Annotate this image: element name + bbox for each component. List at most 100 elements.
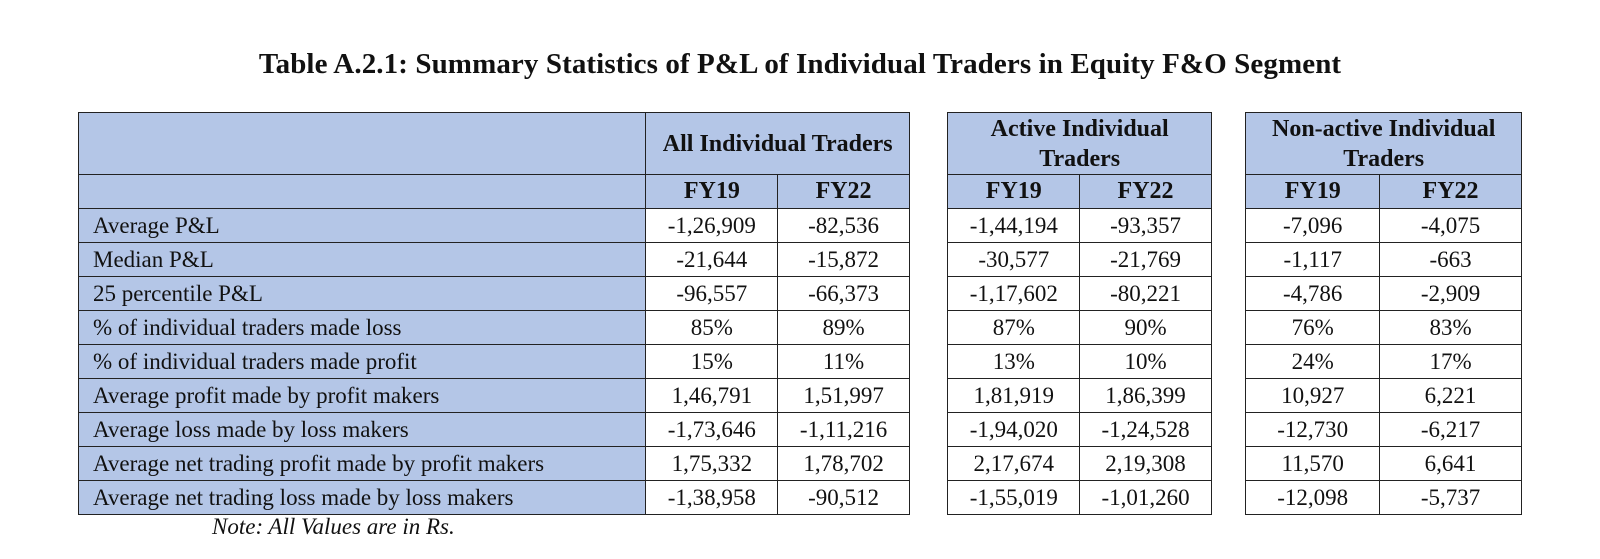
value-cell: 10,927	[1245, 378, 1381, 413]
value-cell: -4,786	[1245, 276, 1381, 311]
value-cell: 1,46,791	[645, 378, 779, 413]
column-gap	[908, 276, 949, 311]
value-cell: 1,78,702	[777, 446, 910, 481]
column-gap	[1210, 378, 1247, 413]
value-cell: 2,17,674	[947, 446, 1081, 481]
value-cell: 89%	[777, 310, 910, 345]
table-row: Average profit made by profit makers 1,46…	[77, 378, 1522, 413]
column-gap	[1210, 344, 1247, 379]
value-cell: -96,557	[645, 276, 779, 311]
year-header: FY22	[1379, 174, 1522, 209]
value-cell: 11%	[777, 344, 910, 379]
column-gap	[908, 446, 949, 481]
value-cell: -15,872	[777, 242, 910, 277]
value-cell: 15%	[645, 344, 779, 379]
value-cell: -663	[1379, 242, 1522, 277]
year-header: FY19	[1245, 174, 1381, 209]
value-cell: -90,512	[777, 480, 910, 515]
column-gap	[1210, 276, 1247, 311]
value-cell: -21,769	[1079, 242, 1212, 277]
column-gap	[1210, 112, 1247, 175]
value-cell: -2,909	[1379, 276, 1522, 311]
value-cell: 76%	[1245, 310, 1381, 345]
year-header-row: FY19 FY22 FY19 FY22 FY19 FY22	[77, 174, 1522, 209]
row-label: Average net trading loss made by loss ma…	[77, 480, 647, 515]
value-cell: -80,221	[1079, 276, 1212, 311]
table-row: % of individual traders made loss 85% 89% 8…	[77, 310, 1522, 345]
value-cell: -1,24,528	[1079, 412, 1212, 447]
year-header: FY22	[777, 174, 910, 209]
group-header-non-active: Non-active Individual Traders	[1245, 112, 1522, 175]
table-row: % of individual traders made profit 15% 11…	[77, 344, 1522, 379]
corner-cell	[77, 112, 647, 175]
row-label: Median P&L	[77, 242, 647, 277]
group-header-all: All Individual Traders	[645, 112, 910, 175]
value-cell: 90%	[1079, 310, 1212, 345]
value-cell: 13%	[947, 344, 1081, 379]
value-cell: 6,641	[1379, 446, 1522, 481]
value-cell: 87%	[947, 310, 1081, 345]
year-header: FY19	[947, 174, 1081, 209]
year-header: FY22	[1079, 174, 1212, 209]
value-cell: -4,075	[1379, 208, 1522, 243]
value-cell: -12,098	[1245, 480, 1381, 515]
table-row: Median P&L -21,644 -15,872 -30,577 -21,769 -1…	[77, 242, 1522, 277]
value-cell: 2,19,308	[1079, 446, 1212, 481]
column-gap	[1210, 480, 1247, 515]
value-cell: -1,17,602	[947, 276, 1081, 311]
value-cell: 1,81,919	[947, 378, 1081, 413]
row-label: Average loss made by loss makers	[77, 412, 647, 447]
value-cell: -1,44,194	[947, 208, 1081, 243]
column-gap	[908, 112, 949, 175]
value-cell: -1,55,019	[947, 480, 1081, 515]
group-header-active: Active Individual Traders	[947, 112, 1212, 175]
value-cell: 17%	[1379, 344, 1522, 379]
column-gap	[908, 310, 949, 345]
column-gap	[1210, 446, 1247, 481]
value-cell: -93,357	[1079, 208, 1212, 243]
row-label: Average P&L	[77, 208, 647, 243]
value-cell: -1,73,646	[645, 412, 779, 447]
value-cell: -1,26,909	[645, 208, 779, 243]
value-cell: -1,94,020	[947, 412, 1081, 447]
value-cell: -12,730	[1245, 412, 1381, 447]
value-cell: -1,117	[1245, 242, 1381, 277]
column-gap	[908, 412, 949, 447]
value-cell: -82,536	[777, 208, 910, 243]
column-gap	[1210, 412, 1247, 447]
row-label: 25 percentile P&L	[77, 276, 647, 311]
column-gap	[908, 174, 949, 209]
summary-statistics-table: All Individual Traders Active Individual…	[77, 112, 1522, 515]
table-title: Table A.2.1: Summary Statistics of P&L o…	[258, 48, 1342, 80]
column-gap	[1210, 310, 1247, 345]
value-cell: -6,217	[1379, 412, 1522, 447]
table-note: Note: All Values are in Rs.	[212, 514, 455, 539]
year-header: FY19	[645, 174, 779, 209]
value-cell: 1,75,332	[645, 446, 779, 481]
table-row: Average loss made by loss makers -1,73,64…	[77, 412, 1522, 447]
row-label: % of individual traders made profit	[77, 344, 647, 379]
row-label: Average profit made by profit makers	[77, 378, 647, 413]
value-cell: -1,01,260	[1079, 480, 1212, 515]
table-row: Average net trading loss made by loss ma…	[77, 480, 1522, 515]
column-gap	[1210, 174, 1247, 209]
column-gap	[908, 242, 949, 277]
value-cell: -21,644	[645, 242, 779, 277]
value-cell: -1,11,216	[777, 412, 910, 447]
value-cell: 6,221	[1379, 378, 1522, 413]
value-cell: 1,51,997	[777, 378, 910, 413]
column-gap	[908, 480, 949, 515]
value-cell: -30,577	[947, 242, 1081, 277]
row-label: Average net trading profit made by profi…	[77, 446, 647, 481]
value-cell: -66,373	[777, 276, 910, 311]
value-cell: 83%	[1379, 310, 1522, 345]
value-cell: -5,737	[1379, 480, 1522, 515]
corner-cell	[77, 174, 647, 209]
value-cell: -7,096	[1245, 208, 1381, 243]
value-cell: 1,86,399	[1079, 378, 1212, 413]
value-cell: 10%	[1079, 344, 1212, 379]
value-cell: -1,38,958	[645, 480, 779, 515]
table-row: Average net trading profit made by profi…	[77, 446, 1522, 481]
column-gap	[908, 378, 949, 413]
group-header-row: All Individual Traders Active Individual…	[77, 112, 1522, 175]
